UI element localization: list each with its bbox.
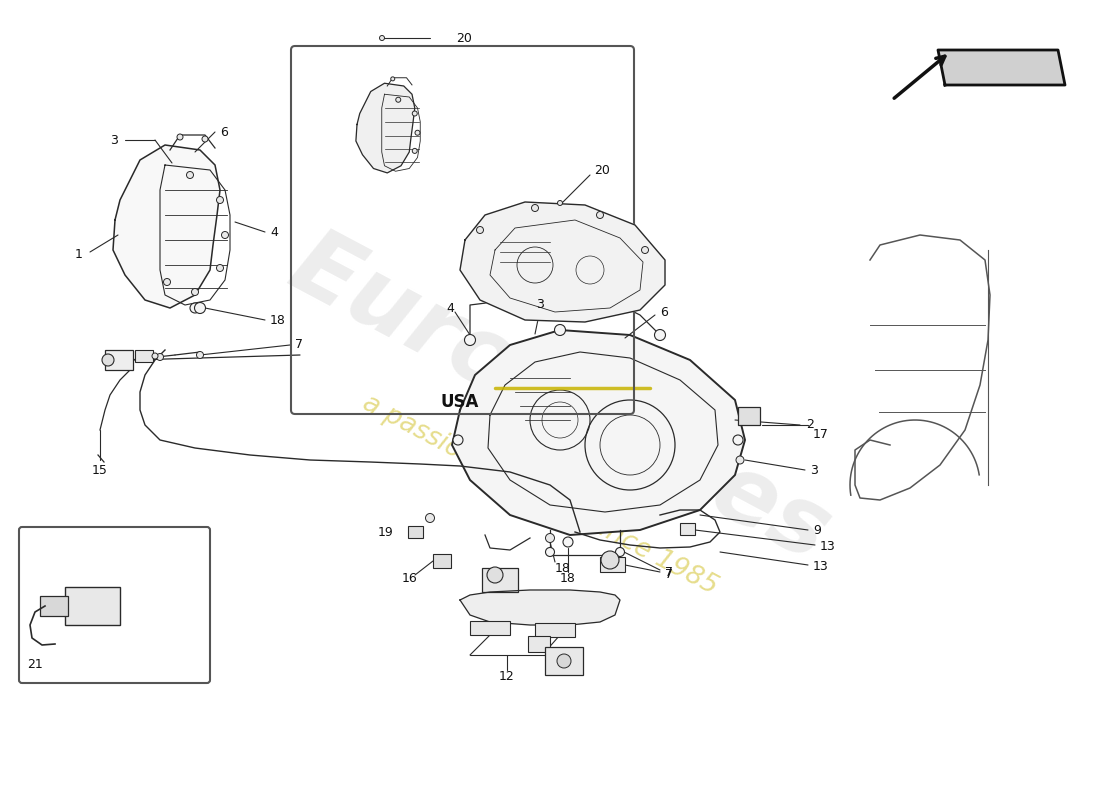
Bar [528,636,550,652]
Bar [433,554,451,568]
Bar [535,623,575,637]
Bar [65,587,120,625]
Circle shape [546,534,554,542]
Circle shape [554,325,565,335]
Circle shape [654,330,666,341]
Polygon shape [938,50,1065,85]
Bar [544,647,583,675]
Circle shape [557,654,571,668]
Circle shape [426,514,434,522]
Text: 9: 9 [813,523,821,537]
Bar [104,350,133,370]
Bar [600,557,625,572]
Circle shape [191,289,198,295]
Text: 1: 1 [75,247,82,261]
Polygon shape [452,330,745,535]
Circle shape [596,211,604,218]
Text: 17: 17 [813,429,829,442]
Circle shape [487,567,503,583]
Circle shape [202,136,208,142]
Text: 3: 3 [810,463,818,477]
Text: 15: 15 [92,463,108,477]
Bar [470,621,510,635]
Circle shape [453,435,463,445]
Bar [135,350,153,362]
Circle shape [379,35,385,41]
Polygon shape [113,145,220,308]
Circle shape [641,246,649,254]
Circle shape [531,205,539,211]
Circle shape [197,351,204,358]
Polygon shape [356,83,415,173]
Circle shape [177,134,183,140]
Circle shape [102,354,114,366]
Circle shape [156,354,164,361]
Text: 4: 4 [447,302,454,314]
Text: 6: 6 [660,306,668,319]
Text: 6: 6 [220,126,228,138]
Circle shape [187,171,194,178]
Circle shape [396,98,400,102]
Text: 7: 7 [666,567,673,581]
Circle shape [546,547,554,557]
Bar [482,568,518,592]
Circle shape [217,265,223,271]
Text: 7: 7 [666,566,673,578]
Text: 13: 13 [813,559,828,573]
Circle shape [195,302,206,314]
Circle shape [390,77,395,81]
Text: 2: 2 [806,418,814,431]
Circle shape [217,197,223,203]
Polygon shape [460,202,666,322]
Text: a passion for parts since 1985: a passion for parts since 1985 [358,390,722,600]
Text: 3: 3 [536,298,543,311]
Text: 21: 21 [28,658,43,671]
Bar [680,523,695,535]
Text: 13: 13 [820,539,836,553]
Circle shape [733,435,742,445]
Circle shape [152,353,158,359]
Text: 19: 19 [377,526,393,538]
Text: 12: 12 [499,670,515,682]
Circle shape [558,201,562,206]
Bar [408,526,424,538]
Text: Eurospares: Eurospares [275,219,846,581]
Text: 3: 3 [110,134,118,146]
Circle shape [164,278,170,286]
Text: 4: 4 [270,226,278,238]
Circle shape [601,551,619,569]
Circle shape [412,111,417,116]
Text: USA: USA [441,393,480,411]
Bar [738,407,760,425]
Polygon shape [460,590,620,625]
Circle shape [412,149,417,154]
Circle shape [736,456,744,464]
Text: 20: 20 [594,163,609,177]
Circle shape [476,226,484,234]
Circle shape [464,334,475,346]
Circle shape [616,547,625,557]
Text: 7: 7 [295,338,302,350]
Text: 18: 18 [556,562,571,574]
Circle shape [190,303,200,313]
Text: 16: 16 [403,573,418,586]
Bar [40,596,68,616]
Text: 20: 20 [456,31,472,45]
Circle shape [221,231,229,238]
Circle shape [415,130,420,135]
Text: 18: 18 [270,314,286,327]
Text: 18: 18 [560,571,576,585]
Circle shape [563,537,573,547]
